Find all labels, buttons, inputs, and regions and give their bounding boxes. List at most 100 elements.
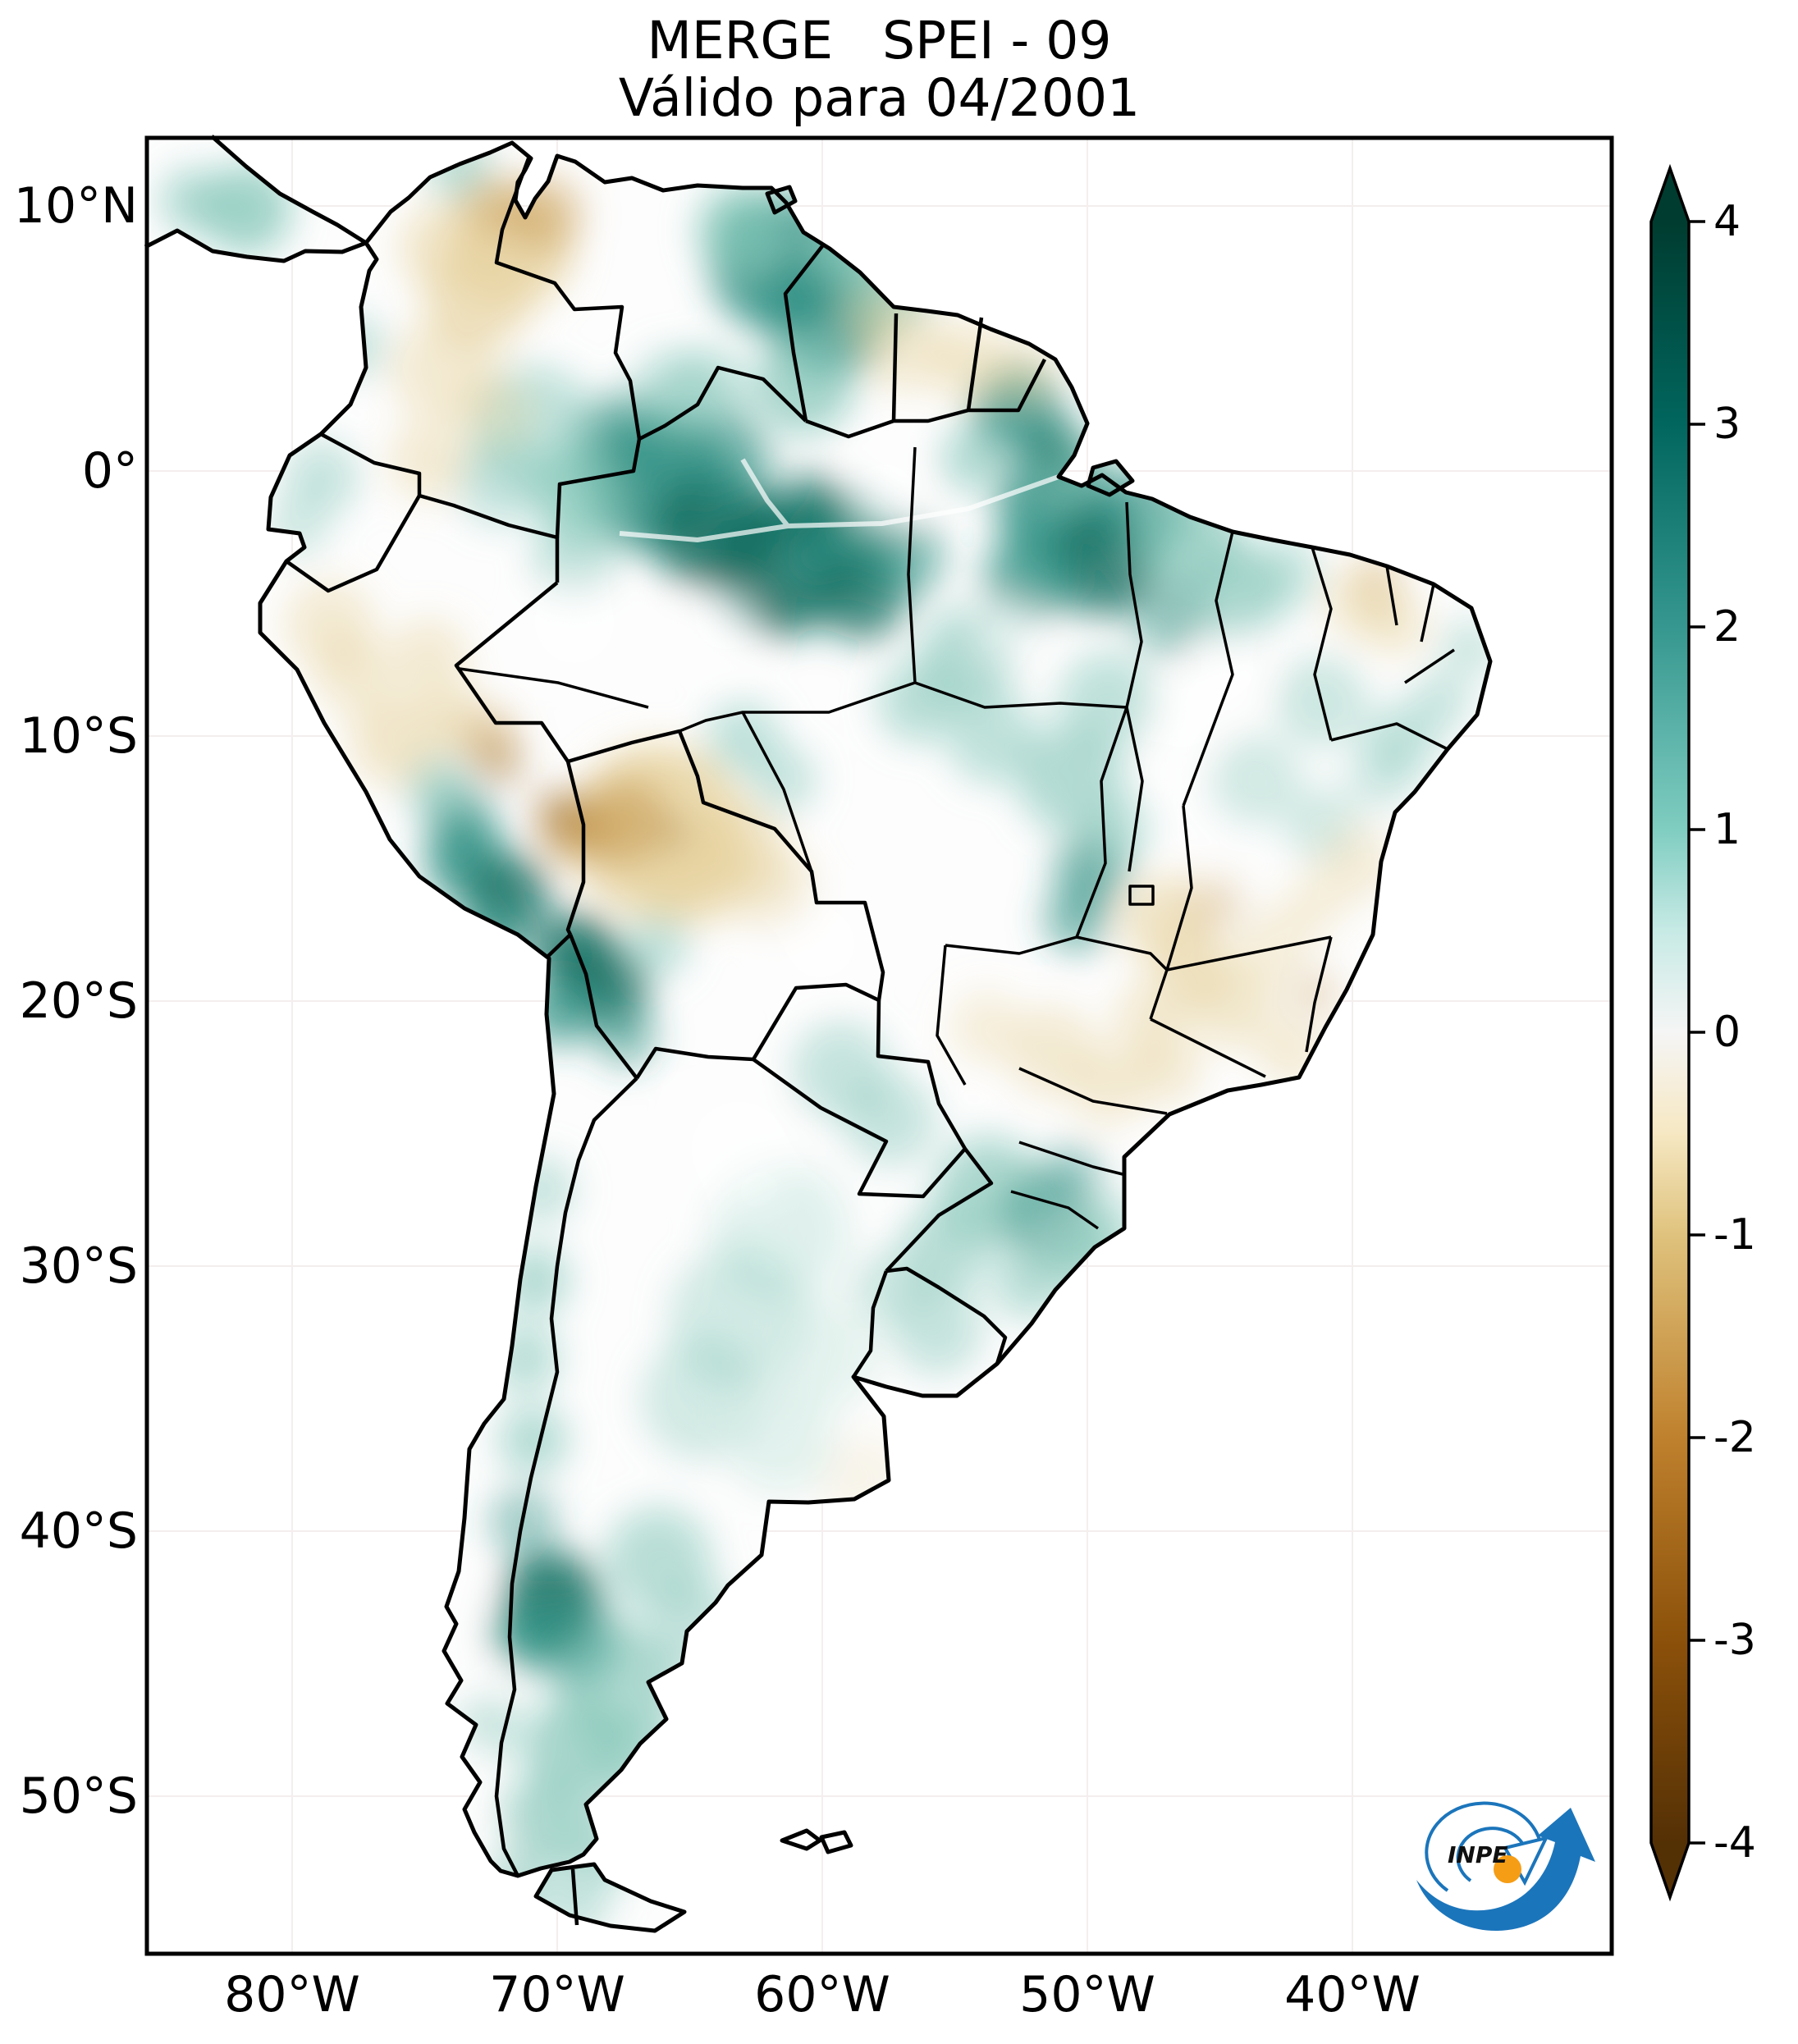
inpe-orbit-outer (1425, 1801, 1543, 1892)
spei-anomaly-blob (977, 599, 1042, 665)
colorbar-tick-label: 1 (1713, 805, 1741, 854)
spei-anomaly-blob (629, 350, 720, 441)
spei-anomaly-blob (845, 1075, 936, 1165)
spei-anomaly-blob (455, 373, 533, 451)
spei-anomaly-blob (350, 695, 441, 785)
inpe-logo-text: INPE (1448, 1841, 1508, 1868)
amazon-river (619, 458, 1060, 543)
spei-anomaly-blob (1283, 873, 1346, 935)
spei-anomaly-blob (420, 683, 486, 748)
spei-anomaly-blob (455, 435, 546, 525)
spei-anomaly-blob (1187, 958, 1278, 1048)
map-frame (144, 135, 1614, 1956)
spei-anomaly-blob (663, 822, 686, 845)
state-borders (459, 446, 1455, 1230)
inpe-orbit-inner (1456, 1827, 1528, 1882)
y-tick-label: 20°S (19, 972, 138, 1030)
spei-anomaly-blob (624, 911, 689, 976)
coastline (144, 135, 1493, 1933)
colorbar-tick-label: -2 (1713, 1413, 1756, 1462)
spei-anomaly-blob (763, 1296, 878, 1411)
spei-anomaly-blob (491, 1324, 560, 1392)
spei-anomaly-blob (1132, 1034, 1201, 1103)
spei-anomaly-blob (266, 496, 328, 558)
spei-anomaly-blob (1237, 908, 1311, 982)
spei-anomaly-blob (389, 422, 468, 501)
colorbar (1649, 163, 1705, 1902)
spei-anomaly-blob (775, 899, 866, 989)
spei-anomaly-blob (479, 742, 525, 788)
spei-anomaly-blob (931, 323, 1009, 402)
spei-anomaly-blob (993, 1245, 1067, 1319)
colorbar-ticks (1689, 220, 1705, 1845)
spei-anomaly-blob (499, 1406, 568, 1475)
spei-anomaly-blob (1319, 826, 1393, 900)
spei-anomaly-blob (771, 472, 845, 546)
spei-anomaly-blob (1132, 583, 1206, 656)
spei-anomaly-blob (685, 587, 759, 661)
x-tick-label: 70°W (489, 1966, 625, 2023)
y-tick-label: 10°S (19, 707, 138, 765)
x-tick-label: 60°W (754, 1966, 890, 2023)
spei-anomaly-blob (594, 1004, 657, 1067)
spei-anomaly-blob (461, 174, 527, 240)
colorbar-tick-label: 4 (1713, 197, 1741, 246)
country-borders (285, 158, 1046, 1926)
spei-anomaly-blob (996, 340, 1059, 402)
spei-anomaly-blob (818, 1434, 908, 1524)
spei-anomaly-blob (940, 427, 1005, 492)
inpe-orange-ball-icon (1494, 1855, 1521, 1883)
spei-anomaly-blob (1070, 1045, 1149, 1124)
y-tick-label: 0° (81, 442, 138, 500)
spei-anomaly-blob (448, 1580, 487, 1620)
spei-anomaly-blob (698, 185, 788, 275)
spei-anomaly-blob (1210, 734, 1301, 825)
spei-anomaly-blob (1411, 673, 1469, 730)
spei-anomaly-blob (491, 1600, 560, 1669)
spei-anomaly-blob (533, 788, 586, 840)
spei-anomaly-blob (453, 1659, 499, 1705)
x-tick-label: 80°W (224, 1966, 360, 2023)
colorbar-tick-label: 3 (1713, 400, 1741, 449)
inpe-logo: INPE (1416, 1801, 1595, 1931)
spei-anomaly-blob (1243, 537, 1317, 611)
y-tick-label: 40°S (19, 1502, 138, 1560)
colorbar-tick-label: -4 (1713, 1818, 1756, 1868)
spei-anomaly-blob (751, 747, 817, 812)
spei-anomaly-blob (1026, 418, 1083, 476)
spei-anomaly-blob (1187, 876, 1245, 933)
colorbar-tick-label: 2 (1713, 602, 1741, 652)
spei-anomaly-blob (755, 336, 853, 435)
map-subtitle: Válido para 04/2001 (618, 68, 1141, 128)
x-tick-label: 40°W (1284, 1966, 1421, 2023)
inpe-swoosh-arrow (1416, 1808, 1595, 1931)
spei-anomaly-blob (681, 1091, 796, 1206)
spei-anomaly-blob (853, 1251, 927, 1325)
spei-anomaly-blob (529, 578, 620, 669)
spei-anomaly-blob (285, 441, 359, 514)
spei-anomaly-blob (315, 635, 394, 714)
spei-anomaly-blob (1288, 968, 1341, 1021)
spei-anomaly-blob (878, 661, 960, 743)
map-title: MERGE SPEI - 09 (647, 11, 1112, 71)
colorbar-tick-label: -1 (1713, 1210, 1756, 1260)
spei-anomaly-blob (654, 1581, 744, 1671)
x-tick-label: 50°W (1019, 1966, 1155, 2023)
spei-anomaly-blob (389, 619, 468, 697)
y-tick-label: 30°S (19, 1237, 138, 1295)
y-tick-label: 10°N (13, 177, 138, 235)
spei-anomaly-blob (948, 693, 1038, 784)
spei-anomaly-blob (1040, 1144, 1102, 1206)
spei-anomaly-blob (597, 1721, 687, 1811)
spei-anomaly-blob (160, 168, 226, 234)
colorbar-bar (1649, 163, 1690, 1902)
spei-anomaly-blob (1044, 886, 1109, 952)
spei-anomaly-blob (437, 1725, 483, 1771)
spei-anomaly-blob (525, 976, 594, 1045)
colorbar-tick-label: 0 (1713, 1008, 1741, 1057)
spei-anomaly-blob (681, 414, 771, 505)
spei-anomaly-blob (849, 455, 923, 529)
spei-anomaly-blob (1346, 747, 1411, 812)
